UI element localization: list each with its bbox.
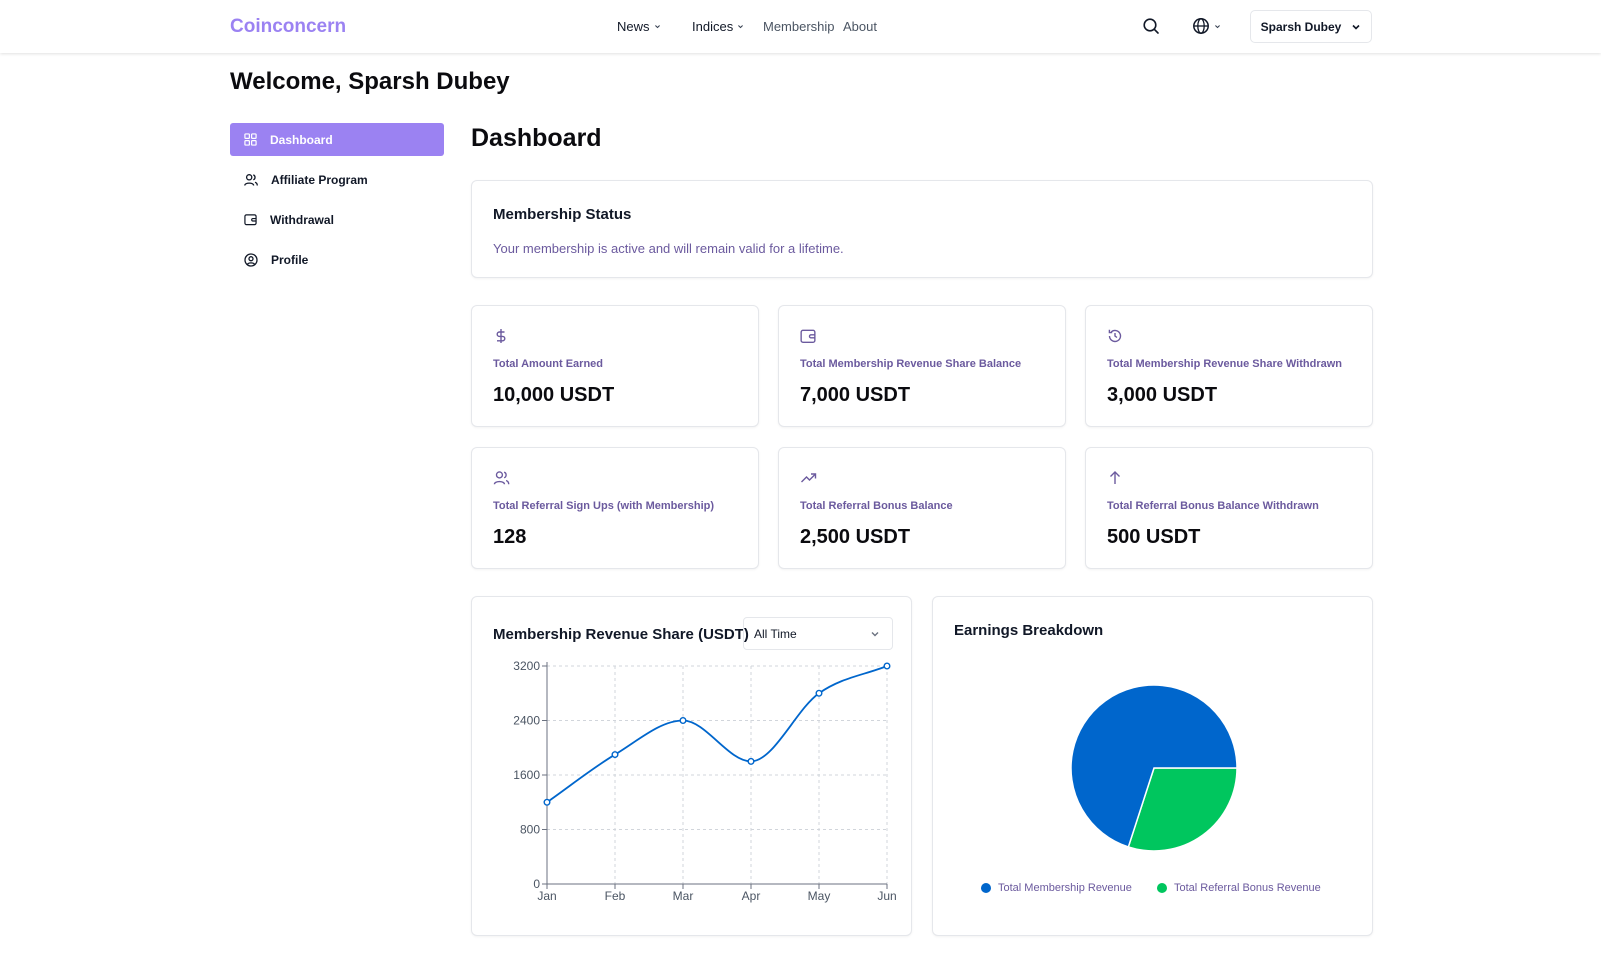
language-selector[interactable]	[1192, 17, 1221, 35]
sidebar-item-profile[interactable]: Profile	[230, 243, 444, 276]
stat-value: 500 USDT	[1107, 526, 1201, 548]
search-icon[interactable]	[1142, 17, 1160, 35]
stat-label: Total Referral Sign Ups (with Membership…	[493, 500, 715, 512]
nav-indices[interactable]: Indices	[692, 19, 744, 34]
users-icon	[493, 471, 510, 485]
stat-card-revenue-share-balance: Total Membership Revenue Share Balance 7…	[778, 305, 1066, 427]
chevron-down-icon	[654, 25, 660, 29]
top-navbar: Coinconcern News Indices Membership Abou…	[0, 0, 1601, 53]
user-name: Sparsh Dubey	[1260, 19, 1342, 34]
stat-label: Total Referral Bonus Balance	[800, 500, 953, 512]
logo[interactable]: Coinconcern	[230, 16, 347, 37]
sidebar-item-label: Withdrawal	[270, 212, 334, 227]
nav-news-label: News	[617, 19, 650, 34]
stat-label: Total Referral Bonus Balance Withdrawn	[1107, 500, 1319, 512]
nav-news[interactable]: News	[617, 19, 661, 34]
users-icon	[244, 173, 258, 186]
stat-card-referral-bonus-withdrawn: Total Referral Bonus Balance Withdrawn 5…	[1085, 447, 1373, 569]
x-tick-label: Jun	[877, 889, 896, 903]
legend-item-membership: Total Membership Revenue	[981, 882, 1132, 894]
sidebar-item-withdrawal[interactable]: Withdrawal	[230, 203, 444, 236]
revenue-chart-card: Membership Revenue Share (USDT) All Time…	[471, 596, 912, 936]
x-tick-label: Feb	[605, 889, 626, 903]
y-tick-label: 800	[520, 823, 540, 837]
data-point[interactable]	[679, 716, 687, 724]
data-point[interactable]	[611, 751, 619, 759]
time-range-select[interactable]: All Time	[743, 617, 893, 650]
nav-membership[interactable]: Membership	[763, 19, 835, 34]
arrow-up-icon	[1110, 471, 1120, 484]
page-title: Dashboard	[471, 124, 602, 152]
revenue-line-chart: 0 800 1600 2400 3200 Jan Feb Mar Apr May Jun	[513, 659, 896, 903]
series-line	[546, 665, 888, 803]
earnings-breakdown-card: Earnings Breakdown Total Membership Reve…	[932, 596, 1373, 936]
user-circle-icon	[244, 252, 258, 267]
sidebar-item-label: Affiliate Program	[271, 172, 368, 187]
membership-status-title: Membership Status	[493, 206, 632, 223]
legend-dot	[1157, 883, 1167, 893]
nav-about-label: About	[843, 19, 877, 34]
data-point[interactable]	[543, 798, 551, 806]
earnings-pie-chart	[1070, 684, 1238, 852]
wallet-icon	[244, 214, 257, 226]
stat-label: Total Amount Earned	[493, 358, 603, 370]
x-tick-label: Mar	[673, 889, 694, 903]
stat-card-total-earned: Total Amount Earned 10,000 USDT	[471, 305, 759, 427]
sidebar-item-label: Profile	[271, 252, 309, 267]
legend-label: Total Membership Revenue	[998, 882, 1132, 894]
sidebar-item-affiliate-program[interactable]: Affiliate Program	[230, 163, 444, 196]
grid-icon	[244, 133, 257, 146]
chevron-down-icon	[1215, 24, 1220, 28]
legend-dot	[981, 883, 991, 893]
stat-value: 128	[493, 526, 527, 548]
x-tick-label: Apr	[742, 889, 761, 903]
stat-value: 10,000 USDT	[493, 384, 615, 406]
chevron-down-icon	[738, 25, 744, 29]
x-tick-label: Jan	[537, 889, 556, 903]
pie-slice-referral[interactable]	[1127, 767, 1238, 852]
time-range-value: All Time	[754, 626, 797, 641]
stat-card-referral-bonus-balance: Total Referral Bonus Balance 2,500 USDT	[778, 447, 1066, 569]
stat-label: Total Membership Revenue Share Balance	[800, 358, 1022, 370]
data-point[interactable]	[815, 689, 823, 697]
legend-item-referral: Total Referral Bonus Revenue	[1157, 882, 1321, 894]
trending-up-icon	[801, 473, 817, 483]
earnings-breakdown-title: Earnings Breakdown	[954, 622, 1104, 639]
wallet-icon	[800, 329, 816, 343]
user-menu-button[interactable]: Sparsh Dubey	[1250, 10, 1372, 43]
sidebar: Dashboard Affiliate Program Withdrawal P…	[230, 123, 444, 283]
dollar-icon	[496, 329, 506, 343]
stat-value: 7,000 USDT	[800, 384, 911, 406]
x-tick-label: May	[808, 889, 831, 903]
stat-label: Total Membership Revenue Share Withdrawn	[1107, 358, 1343, 370]
sidebar-item-dashboard[interactable]: Dashboard	[230, 123, 444, 156]
y-tick-label: 3200	[513, 659, 540, 673]
nav-membership-label: Membership	[763, 19, 835, 34]
membership-status-card: Membership Status Your membership is act…	[471, 180, 1373, 278]
stat-card-revenue-share-withdrawn: Total Membership Revenue Share Withdrawn…	[1085, 305, 1373, 427]
globe-icon	[1193, 18, 1209, 34]
y-tick-label: 2400	[513, 714, 540, 728]
nav-about[interactable]: About	[843, 19, 877, 34]
data-point[interactable]	[883, 662, 891, 670]
chevron-down-icon	[1352, 24, 1360, 30]
welcome-heading: Welcome, Sparsh Dubey	[230, 68, 510, 95]
chevron-down-icon	[871, 631, 879, 636]
stat-value: 2,500 USDT	[800, 526, 911, 548]
legend-label: Total Referral Bonus Revenue	[1174, 882, 1321, 894]
history-icon	[1108, 329, 1122, 343]
stat-card-referral-signups: Total Referral Sign Ups (with Membership…	[471, 447, 759, 569]
y-tick-label: 0	[533, 877, 540, 891]
data-point[interactable]	[747, 757, 755, 765]
sidebar-item-label: Dashboard	[270, 132, 333, 147]
y-tick-label: 1600	[513, 768, 540, 782]
pie-slice-membership[interactable]	[1070, 684, 1238, 848]
nav-indices-label: Indices	[692, 19, 734, 34]
membership-status-text: Your membership is active and will remai…	[493, 241, 844, 256]
revenue-chart-title: Membership Revenue Share (USDT)	[493, 626, 749, 643]
stat-value: 3,000 USDT	[1107, 384, 1218, 406]
